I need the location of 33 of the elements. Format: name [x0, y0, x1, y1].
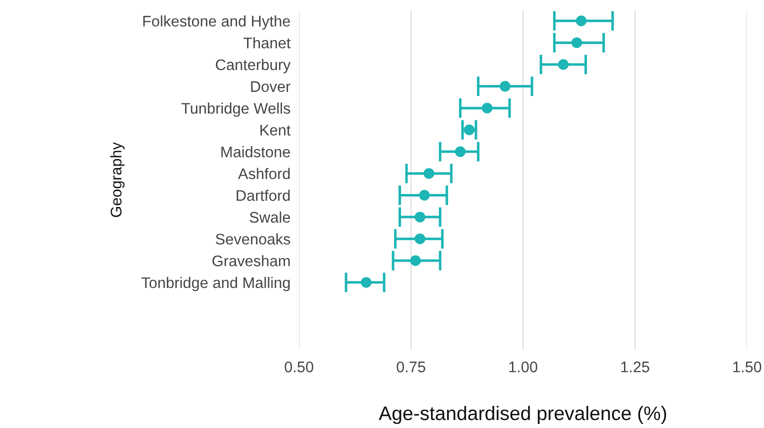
x-tick-label: 1.50 [733, 362, 762, 372]
y-tick-label: Dartford [236, 190, 290, 201]
y-tick-label: Thanet [243, 37, 291, 48]
y-tick-label: Gravesham [212, 255, 290, 266]
point [454, 146, 466, 158]
y-tick-label: Swale [250, 212, 290, 223]
x-tick-label: 0.50 [284, 362, 314, 372]
point [410, 255, 421, 266]
point [482, 102, 493, 114]
y-tick-label: Canterbury [216, 58, 291, 74]
y-tick-label: Folkestone and Hythe [143, 15, 290, 30]
point [414, 233, 426, 244]
point [464, 124, 475, 136]
y-axis-title: Geography [110, 142, 125, 218]
point [414, 212, 426, 222]
y-tick-label: Maidstone [221, 146, 290, 158]
point [419, 190, 430, 201]
x-axis-title: Age-standardised prevalence (%) [378, 406, 666, 424]
point [360, 277, 372, 288]
y-tick-label: Tonbridge and Malling [142, 276, 290, 292]
y-tick-label: Dover [251, 81, 290, 92]
point [558, 59, 569, 70]
y-tick-label: Sevenoaks [216, 233, 290, 245]
point [576, 16, 587, 26]
point [500, 80, 510, 92]
x-tick-label: 1.25 [621, 362, 650, 372]
point [571, 37, 582, 48]
point [424, 168, 434, 179]
y-tick-label: Tunbridge Wells [181, 102, 290, 117]
y-tick-label: Ashford [238, 168, 290, 180]
y-tick-label: Kent [260, 124, 291, 136]
x-tick-label: 1.00 [509, 362, 538, 372]
x-tick-label: 0.75 [396, 362, 426, 372]
